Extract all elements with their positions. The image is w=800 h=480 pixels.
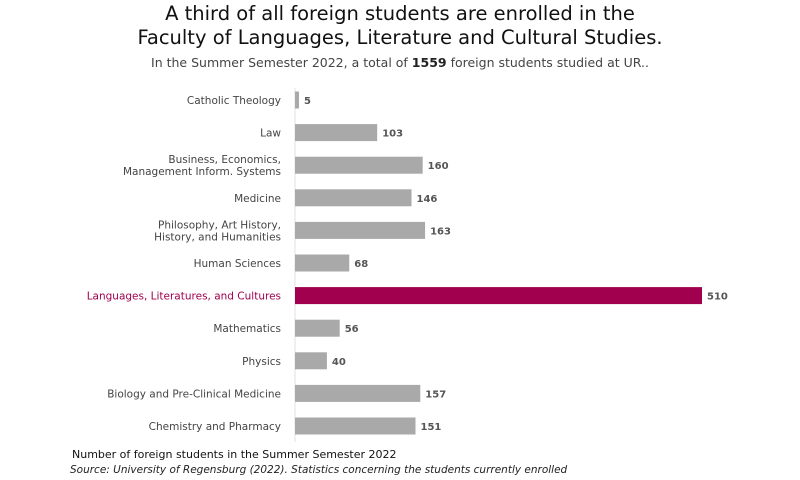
category-label: Law (260, 128, 281, 140)
category-label: Business, Economics, Management Inform. S… (123, 154, 281, 178)
bar-value-label: 5 (304, 96, 311, 107)
category-label: Biology and Pre-Clinical Medicine (107, 388, 281, 400)
chart-title: A third of all foreign students are enro… (0, 2, 800, 50)
bar-value-label: 151 (421, 422, 442, 433)
bar (295, 384, 421, 402)
bar-value-label: 146 (417, 194, 438, 205)
category-label-line: Medicine (234, 193, 281, 205)
bar-value-label: 157 (425, 389, 446, 400)
chart-title-line-2: Faculty of Languages, Literature and Cul… (137, 26, 663, 49)
chart-source: Source: University of Regensburg (2022).… (70, 464, 568, 476)
category-label: Catholic Theology (187, 95, 281, 107)
chart-title-line-1: A third of all foreign students are enro… (165, 2, 635, 25)
category-label: Languages, Literatures, and Cultures (87, 291, 281, 303)
bar (295, 352, 327, 370)
bar (295, 221, 426, 239)
chart-footnote: Number of foreign students in the Summer… (72, 448, 397, 461)
bar (295, 254, 350, 272)
bar (295, 417, 416, 435)
category-label: Physics (242, 356, 281, 368)
bar-value-label: 103 (382, 129, 403, 140)
category-label: Chemistry and Pharmacy (149, 421, 281, 433)
category-label-line: Philosophy, Art History, (158, 219, 281, 231)
category-label-line: Business, Economics, (168, 154, 281, 166)
category-label-line: Physics (242, 356, 281, 368)
bar-value-label: 510 (707, 292, 728, 303)
bar-value-label: 163 (430, 226, 451, 237)
bar-value-label: 56 (345, 324, 359, 335)
category-label-line: Human Sciences (194, 258, 281, 270)
subtitle-suffix: foreign students studied at UR.. (446, 55, 649, 70)
bar (295, 91, 299, 109)
bar-value-label: 68 (354, 259, 368, 270)
subtitle-total: 1559 (411, 55, 447, 70)
bar (295, 156, 423, 174)
category-label-line: Chemistry and Pharmacy (149, 421, 281, 433)
bar (295, 124, 378, 142)
bar (295, 189, 412, 207)
category-label: Philosophy, Art History, History, and Hum… (154, 219, 281, 243)
category-label-line: Mathematics (213, 323, 281, 335)
category-label: Mathematics (213, 323, 281, 335)
category-label: Medicine (234, 193, 281, 205)
category-label: Human Sciences (194, 258, 281, 270)
category-label-line: Law (260, 128, 281, 140)
category-label-line: Catholic Theology (187, 95, 281, 107)
category-label-line: Management Inform. Systems (123, 166, 281, 178)
bar (295, 319, 340, 337)
bar (295, 287, 702, 305)
chart-subtitle: In the Summer Semester 2022, a total of … (0, 55, 800, 70)
category-label-line: Biology and Pre-Clinical Medicine (107, 388, 281, 400)
bar-value-label: 40 (332, 357, 346, 368)
subtitle-prefix: In the Summer Semester 2022, a total of (151, 55, 412, 70)
bar-value-label: 160 (428, 161, 449, 172)
category-label-line: History, and Humanities (154, 231, 281, 243)
category-label-line: Languages, Literatures, and Cultures (87, 291, 281, 303)
